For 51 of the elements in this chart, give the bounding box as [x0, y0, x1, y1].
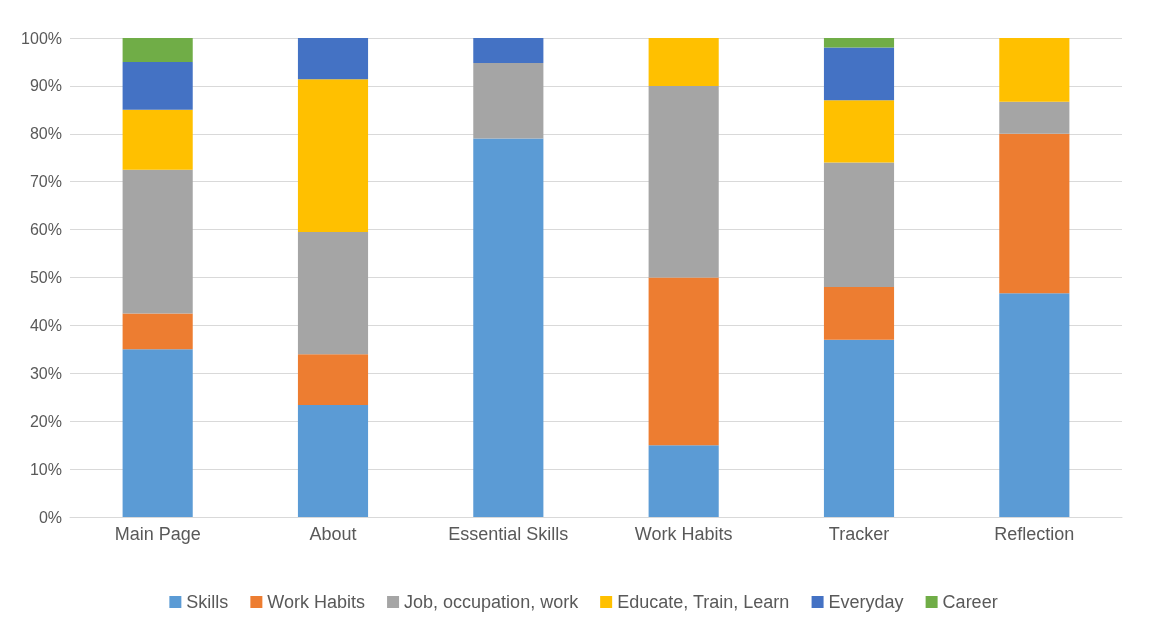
legend-label: Skills — [186, 592, 229, 612]
x-tick-label: Essential Skills — [448, 524, 569, 544]
legend-label: Everyday — [828, 592, 904, 612]
bar — [823, 339, 895, 517]
bar — [473, 38, 544, 63]
bar — [122, 38, 193, 62]
bar — [122, 169, 193, 314]
bar — [999, 293, 1070, 517]
y-tick-label: 10% — [29, 460, 62, 478]
bar — [823, 287, 895, 340]
x-tick-label: Reflection — [994, 524, 1075, 544]
legend-label: Career — [942, 592, 998, 612]
bar — [297, 38, 369, 80]
x-tick-label: About — [309, 524, 357, 544]
bar — [648, 38, 719, 86]
bar — [823, 38, 895, 48]
y-tick-label: 40% — [29, 316, 62, 334]
x-tick-label: Tracker — [828, 524, 890, 544]
bar — [823, 162, 895, 288]
x-tick-label: Main Page — [114, 524, 201, 544]
bar — [297, 404, 369, 517]
legend-label: Educate, Train, Learn — [617, 592, 790, 612]
legend-label: Job, occupation, work — [404, 592, 580, 612]
y-tick-label: 50% — [29, 269, 62, 286]
bar — [648, 445, 719, 517]
bar — [823, 100, 895, 163]
bar — [297, 232, 369, 355]
bar — [122, 349, 193, 517]
legend-label: Work Habits — [267, 592, 366, 612]
bar — [122, 61, 193, 110]
bar — [999, 101, 1070, 134]
bar — [122, 109, 193, 170]
bar — [999, 133, 1070, 294]
bar — [823, 47, 895, 101]
bar — [473, 62, 544, 139]
bar — [648, 85, 719, 278]
y-tick-label: 0% — [38, 508, 62, 526]
y-tick-label: 30% — [29, 364, 62, 382]
y-tick-label: 90% — [29, 77, 62, 95]
bar — [999, 38, 1070, 102]
bar — [297, 79, 369, 232]
y-tick-label: 100% — [21, 29, 62, 47]
bar — [297, 354, 369, 405]
bar — [122, 313, 193, 350]
y-tick-label: 70% — [29, 173, 62, 191]
bar — [648, 277, 719, 446]
y-tick-label: 20% — [29, 412, 62, 430]
y-tick-label: 60% — [29, 221, 62, 239]
x-tick-label: Work Habits — [634, 524, 733, 544]
bar — [473, 138, 544, 517]
y-tick-label: 80% — [29, 125, 62, 143]
